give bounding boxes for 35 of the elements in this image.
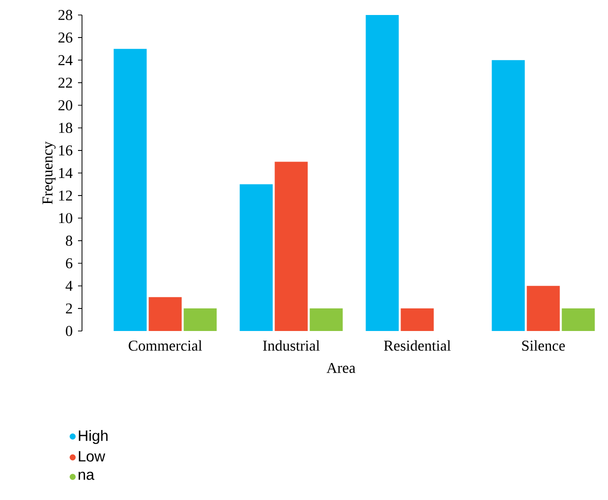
y-tick-label: 16 bbox=[59, 145, 72, 156]
y-tick-label: 28 bbox=[58, 10, 72, 20]
bar bbox=[400, 308, 434, 331]
legend-label: Low bbox=[78, 451, 106, 462]
x-tick-label: Industrial bbox=[263, 340, 320, 351]
legend-label: High bbox=[78, 430, 108, 444]
bar bbox=[366, 14, 399, 331]
y-tick-label: 2 bbox=[66, 303, 72, 314]
y-tick-label: 20 bbox=[58, 100, 72, 110]
y-tick-label: 12 bbox=[59, 190, 72, 201]
x-tick-label: Silence bbox=[522, 340, 565, 351]
y-tick-label: 18 bbox=[59, 122, 72, 133]
bar bbox=[274, 162, 308, 331]
legend-label: na bbox=[78, 472, 94, 480]
y-tick-label: 8 bbox=[66, 236, 72, 246]
y-tick-label: 14 bbox=[59, 168, 73, 178]
bar bbox=[492, 60, 525, 331]
x-tick-label: Residential bbox=[384, 340, 451, 351]
x-tick-label: Commercial bbox=[128, 340, 202, 351]
y-tick-label: 22 bbox=[58, 78, 72, 88]
bar bbox=[148, 297, 182, 331]
x-axis-title: Area bbox=[326, 362, 356, 373]
y-tick-label: 24 bbox=[58, 55, 73, 66]
y-tick-label: 26 bbox=[58, 32, 72, 43]
bar bbox=[526, 286, 560, 331]
bar bbox=[114, 48, 147, 331]
y-tick-label: 0 bbox=[66, 326, 72, 336]
bar bbox=[184, 308, 217, 331]
y-tick-label: 6 bbox=[66, 258, 72, 268]
y-axis-title: Frequency bbox=[42, 141, 56, 204]
bar bbox=[240, 184, 273, 331]
y-tick-label: 10 bbox=[59, 213, 72, 224]
y-tick-label: 4 bbox=[66, 280, 73, 291]
bar bbox=[562, 308, 595, 331]
bar bbox=[310, 308, 343, 331]
